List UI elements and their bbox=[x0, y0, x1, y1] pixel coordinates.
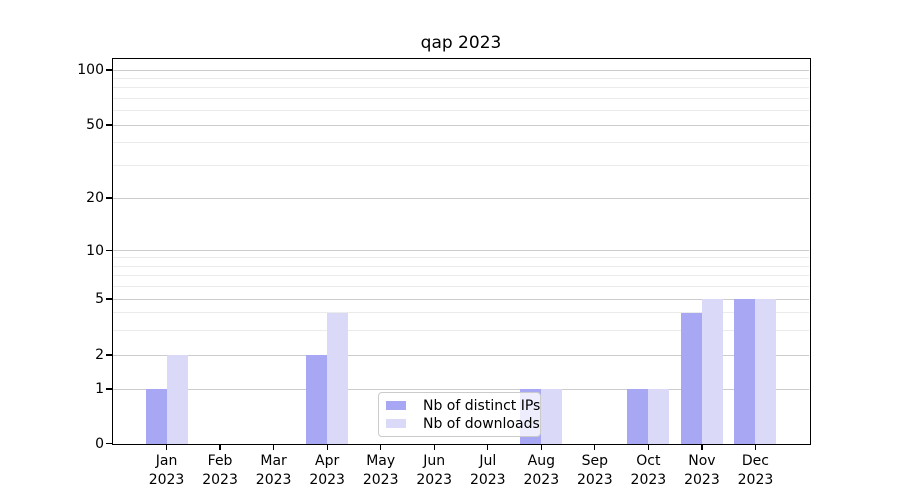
x-tick-label-dec: Dec 2023 bbox=[727, 452, 783, 490]
y-tick-label-0: 0 bbox=[95, 435, 104, 452]
bar-nb-of-distinct-ips-jan bbox=[145, 389, 167, 444]
x-axis-tick-oct bbox=[647, 444, 650, 450]
bar-nb-of-distinct-ips-apr bbox=[306, 355, 328, 444]
x-tick-month: Jun bbox=[423, 453, 446, 469]
x-tick-label-oct: Oct 2023 bbox=[620, 452, 676, 490]
y-tick-label-20: 20 bbox=[86, 190, 104, 206]
x-tick-month: Dec bbox=[741, 453, 769, 469]
x-tick-year: 2023 bbox=[416, 472, 453, 488]
x-axis-tick-dec bbox=[754, 444, 757, 450]
x-axis-tick-aug bbox=[540, 444, 542, 450]
y-axis-tick-50 bbox=[106, 124, 113, 126]
x-tick-label-sep: Sep 2023 bbox=[567, 452, 623, 490]
legend-item-nb-of-distinct-ips: Nb of distinct IPs bbox=[386, 399, 540, 413]
x-tick-month: Feb bbox=[207, 453, 233, 469]
bar-nb-of-downloads-jan bbox=[166, 355, 188, 444]
x-axis-tick-feb bbox=[219, 444, 221, 450]
x-tick-year: 2023 bbox=[523, 472, 560, 488]
x-tick-month: Jul bbox=[479, 453, 497, 469]
x-axis-tick-jan bbox=[165, 444, 168, 450]
legend-swatch-nb-of-downloads bbox=[386, 419, 406, 428]
x-axis-tick-mar bbox=[272, 444, 275, 450]
x-axis-tick-jul bbox=[487, 444, 489, 450]
x-tick-year: 2023 bbox=[737, 472, 774, 488]
chart-title: qap 2023 bbox=[420, 33, 502, 53]
x-tick-label-may: May 2023 bbox=[353, 452, 409, 490]
bar-nb-of-downloads-aug bbox=[541, 389, 563, 444]
x-tick-label-jun: Jun 2023 bbox=[406, 452, 462, 490]
bar-nb-of-downloads-apr bbox=[327, 312, 349, 444]
x-tick-label-feb: Feb 2023 bbox=[192, 452, 248, 490]
bar-nb-of-distinct-ips-dec bbox=[734, 299, 756, 444]
x-tick-month: Oct bbox=[636, 453, 661, 469]
x-tick-year: 2023 bbox=[469, 472, 506, 488]
x-tick-month: Aug bbox=[527, 453, 555, 469]
y-tick-label-100: 100 bbox=[77, 62, 104, 78]
y-tick-label-50: 50 bbox=[86, 117, 104, 133]
x-tick-label-jul: Jul 2023 bbox=[460, 452, 516, 490]
x-tick-label-aug: Aug 2023 bbox=[513, 452, 569, 490]
x-axis-tick-may bbox=[380, 444, 382, 450]
x-tick-label-jan: Jan 2023 bbox=[139, 452, 195, 490]
y-axis-tick-1 bbox=[106, 388, 113, 390]
x-tick-label-mar: Mar 2023 bbox=[246, 452, 302, 490]
x-tick-year: 2023 bbox=[630, 472, 667, 488]
y-axis-tick-0 bbox=[106, 442, 113, 445]
legend-item-nb-of-downloads: Nb of downloads bbox=[386, 417, 540, 431]
x-tick-year: 2023 bbox=[684, 472, 720, 488]
bar-nb-of-downloads-dec bbox=[755, 299, 777, 444]
x-tick-month: Mar bbox=[260, 453, 287, 469]
x-tick-year: 2023 bbox=[309, 472, 345, 488]
x-tick-year: 2023 bbox=[148, 472, 185, 488]
legend-swatch-nb-of-distinct-ips bbox=[386, 401, 406, 410]
x-tick-label-nov: Nov 2023 bbox=[674, 452, 730, 490]
x-tick-year: 2023 bbox=[202, 472, 238, 488]
x-tick-month: Sep bbox=[581, 453, 609, 469]
x-tick-month: Jan bbox=[155, 453, 178, 469]
y-tick-label-1: 1 bbox=[95, 381, 104, 397]
y-tick-label-10: 10 bbox=[86, 242, 104, 259]
y-axis-tick-5 bbox=[106, 298, 113, 300]
y-tick-label-5: 5 bbox=[95, 291, 104, 307]
x-axis-tick-nov bbox=[701, 444, 703, 450]
x-tick-month: Nov bbox=[688, 453, 716, 469]
y-axis-tick-10 bbox=[106, 249, 113, 252]
legend-label: Nb of downloads bbox=[423, 415, 540, 432]
bar-nb-of-downloads-nov bbox=[701, 299, 723, 444]
x-tick-label-apr: Apr 2023 bbox=[299, 452, 355, 490]
x-tick-month: Apr bbox=[315, 453, 340, 469]
y-axis-tick-2 bbox=[106, 354, 113, 356]
x-axis-tick-sep bbox=[594, 444, 596, 450]
bar-nb-of-distinct-ips-oct bbox=[627, 389, 649, 444]
bar-nb-of-downloads-oct bbox=[648, 389, 670, 444]
x-tick-year: 2023 bbox=[362, 472, 399, 488]
legend: Nb of distinct IPs Nb of downloads bbox=[378, 392, 541, 437]
x-axis-tick-apr bbox=[326, 444, 328, 450]
y-axis-tick-20 bbox=[106, 197, 113, 199]
x-tick-month: May bbox=[366, 453, 396, 469]
legend-label: Nb of distinct IPs bbox=[423, 397, 541, 414]
y-axis-tick-100 bbox=[106, 69, 113, 71]
x-tick-year: 2023 bbox=[255, 472, 292, 488]
x-tick-year: 2023 bbox=[577, 472, 613, 488]
bar-nb-of-distinct-ips-nov bbox=[680, 312, 702, 444]
y-tick-label-2: 2 bbox=[95, 347, 104, 363]
x-axis-tick-jun bbox=[433, 444, 435, 450]
